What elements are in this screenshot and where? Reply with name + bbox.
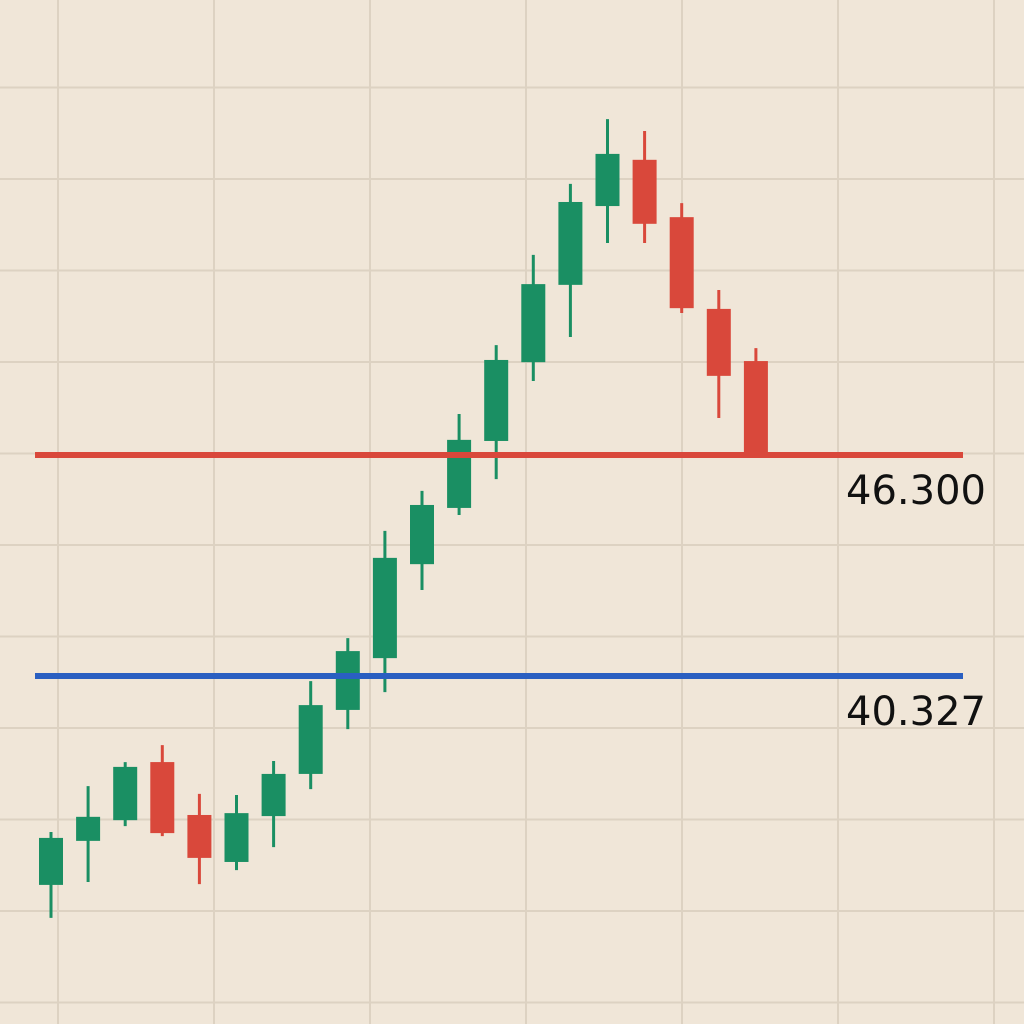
- candle-body: [558, 201, 583, 285]
- level-label: 46.300: [846, 468, 986, 514]
- candle-body: [187, 814, 212, 858]
- candle-body: [113, 766, 138, 821]
- candle-body: [298, 705, 323, 774]
- candle-body: [595, 153, 620, 207]
- candle-body: [335, 651, 360, 710]
- candle-body: [521, 284, 546, 363]
- candle-body: [76, 816, 101, 841]
- candle-body: [410, 504, 434, 565]
- candle-body: [632, 159, 657, 224]
- candle-body: [706, 308, 731, 376]
- candle-body: [669, 217, 694, 309]
- candle-body: [743, 361, 768, 456]
- candle-body: [447, 439, 472, 508]
- candle-body: [372, 557, 397, 659]
- candle-body: [484, 359, 509, 441]
- candle-body: [224, 813, 249, 862]
- level-label: 40.327: [846, 689, 986, 735]
- candle-body: [39, 837, 63, 885]
- candle-body: [150, 762, 175, 834]
- candle-body: [261, 773, 286, 817]
